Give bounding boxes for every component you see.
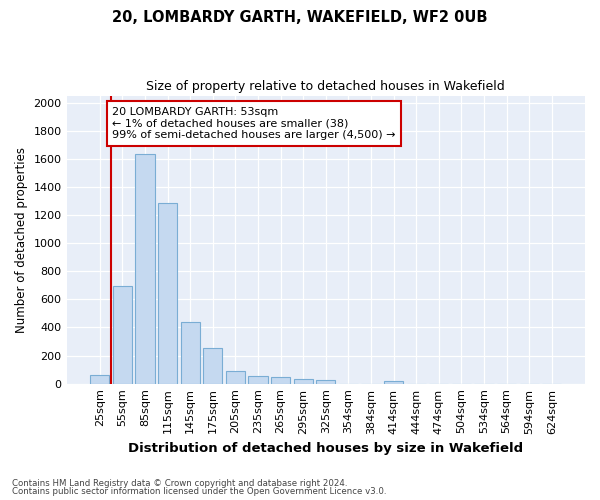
Bar <box>113 286 132 384</box>
Title: Size of property relative to detached houses in Wakefield: Size of property relative to detached ho… <box>146 80 505 93</box>
Bar <box>271 376 290 384</box>
Bar <box>158 203 177 384</box>
X-axis label: Distribution of detached houses by size in Wakefield: Distribution of detached houses by size … <box>128 442 523 455</box>
Text: Contains public sector information licensed under the Open Government Licence v3: Contains public sector information licen… <box>12 487 386 496</box>
Y-axis label: Number of detached properties: Number of detached properties <box>15 146 28 332</box>
Bar <box>248 376 268 384</box>
Bar <box>384 381 403 384</box>
Text: Contains HM Land Registry data © Crown copyright and database right 2024.: Contains HM Land Registry data © Crown c… <box>12 478 347 488</box>
Bar <box>181 322 200 384</box>
Bar <box>293 380 313 384</box>
Bar <box>90 374 109 384</box>
Bar <box>136 154 155 384</box>
Bar <box>226 371 245 384</box>
Bar <box>316 380 335 384</box>
Text: 20, LOMBARDY GARTH, WAKEFIELD, WF2 0UB: 20, LOMBARDY GARTH, WAKEFIELD, WF2 0UB <box>112 10 488 25</box>
Text: 20 LOMBARDY GARTH: 53sqm
← 1% of detached houses are smaller (38)
99% of semi-de: 20 LOMBARDY GARTH: 53sqm ← 1% of detache… <box>112 107 395 140</box>
Bar <box>203 348 223 384</box>
